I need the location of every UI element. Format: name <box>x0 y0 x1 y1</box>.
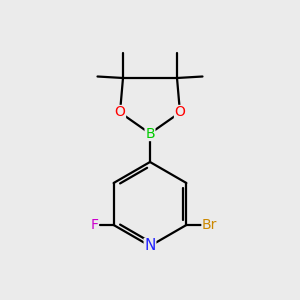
Text: Br: Br <box>202 218 218 232</box>
Text: N: N <box>144 238 156 253</box>
Text: F: F <box>90 218 98 232</box>
Text: O: O <box>115 106 125 119</box>
Text: O: O <box>175 106 185 119</box>
Text: B: B <box>145 127 155 140</box>
